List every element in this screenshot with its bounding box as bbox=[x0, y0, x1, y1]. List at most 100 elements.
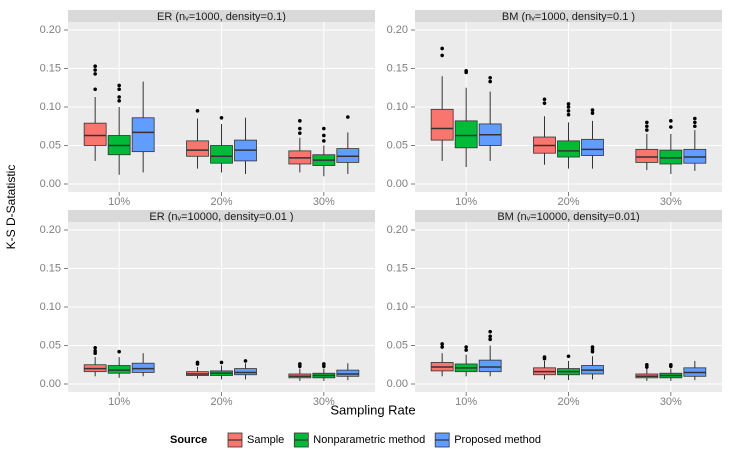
y-tick-label: 0.00 bbox=[40, 178, 61, 190]
y-tick-label: 0.20 bbox=[387, 24, 408, 36]
legend-label: Sample bbox=[247, 434, 284, 446]
outlier bbox=[93, 64, 97, 68]
outlier bbox=[195, 360, 200, 365]
outlier bbox=[645, 124, 649, 129]
outlier bbox=[464, 69, 468, 73]
y-tick-label: 0.05 bbox=[387, 139, 408, 151]
outlier bbox=[298, 131, 302, 135]
outlier bbox=[693, 124, 697, 129]
y-tick-label: 0.00 bbox=[387, 178, 408, 190]
x-tick-label: 10% bbox=[455, 196, 477, 208]
outlier bbox=[440, 345, 444, 349]
x-tick-label: 30% bbox=[660, 396, 682, 408]
outlier bbox=[645, 120, 649, 125]
outlier bbox=[93, 68, 97, 72]
outlier bbox=[488, 79, 492, 84]
outlier bbox=[219, 115, 224, 120]
box bbox=[336, 148, 360, 163]
outlier bbox=[566, 102, 571, 106]
outlier bbox=[464, 345, 468, 349]
panel-title: BM (nᵥ=10000, density=0.01) bbox=[497, 211, 639, 223]
outlier bbox=[566, 105, 571, 109]
y-tick-label: 0.10 bbox=[40, 101, 61, 113]
outlier bbox=[590, 108, 595, 112]
box bbox=[131, 117, 155, 153]
outlier bbox=[488, 334, 492, 339]
box bbox=[430, 108, 454, 141]
panel-title: BM (nᵥ=1000, density=0.1 ) bbox=[502, 11, 635, 23]
y-tick-label: 0.15 bbox=[40, 62, 61, 74]
outlier bbox=[488, 337, 492, 342]
x-tick-label: 10% bbox=[108, 396, 130, 408]
y-tick-label: 0.20 bbox=[40, 224, 61, 236]
x-tick-label: 20% bbox=[210, 396, 232, 408]
x-tick-label: 20% bbox=[210, 196, 232, 208]
outlier bbox=[542, 101, 547, 105]
outlier bbox=[322, 139, 326, 143]
box bbox=[659, 149, 683, 165]
box bbox=[210, 145, 233, 164]
box bbox=[635, 148, 659, 163]
outlier bbox=[117, 87, 121, 92]
panel-title: ER (nᵥ=1000, density=0.1) bbox=[157, 11, 286, 23]
outlier bbox=[542, 97, 547, 102]
outlier bbox=[298, 126, 302, 131]
y-tick-label: 0.15 bbox=[387, 62, 408, 74]
box bbox=[454, 120, 478, 149]
x-tick-label: 10% bbox=[455, 396, 477, 408]
x-tick-label: 30% bbox=[313, 196, 335, 208]
box bbox=[186, 140, 209, 157]
outlier bbox=[346, 115, 350, 119]
y-axis-label: K-S D-Satatistic bbox=[4, 165, 18, 250]
outlier bbox=[669, 362, 673, 367]
y-tick-label: 0.10 bbox=[387, 301, 408, 313]
outlier bbox=[440, 46, 444, 51]
outlier bbox=[93, 349, 97, 353]
outlier bbox=[117, 349, 121, 354]
outlier bbox=[590, 345, 595, 349]
x-tick-label: 30% bbox=[313, 396, 335, 408]
outlier bbox=[117, 83, 121, 88]
outlier bbox=[195, 109, 200, 113]
y-tick-label: 0.05 bbox=[387, 339, 408, 351]
y-tick-label: 0.20 bbox=[387, 224, 408, 236]
outlier bbox=[693, 120, 697, 125]
y-tick-label: 0.00 bbox=[40, 378, 61, 390]
outlier bbox=[117, 99, 121, 103]
box bbox=[234, 368, 257, 376]
outlier bbox=[669, 125, 673, 129]
legend-title: Source bbox=[170, 434, 207, 446]
outlier bbox=[298, 119, 302, 123]
strip bbox=[68, 10, 375, 22]
outlier bbox=[645, 362, 649, 367]
box bbox=[683, 148, 707, 164]
outlier bbox=[542, 355, 547, 359]
outlier bbox=[219, 360, 224, 365]
x-tick-label: 10% bbox=[108, 196, 130, 208]
outlier bbox=[322, 126, 326, 131]
strip bbox=[415, 210, 722, 222]
outlier bbox=[488, 75, 492, 80]
outlier bbox=[566, 354, 571, 359]
outlier bbox=[566, 112, 571, 117]
outlier bbox=[645, 128, 649, 132]
outlier bbox=[93, 72, 97, 76]
y-tick-label: 0.05 bbox=[40, 339, 61, 351]
box bbox=[83, 122, 107, 146]
legend-label: Proposed method bbox=[454, 434, 541, 446]
outlier bbox=[440, 342, 444, 346]
box bbox=[581, 138, 604, 156]
outlier bbox=[590, 111, 595, 115]
strip bbox=[68, 210, 375, 222]
outlier bbox=[464, 348, 468, 352]
strip bbox=[415, 10, 722, 22]
y-tick-label: 0.05 bbox=[40, 139, 61, 151]
outlier bbox=[488, 329, 492, 334]
x-tick-label: 20% bbox=[557, 196, 579, 208]
panel-title: ER (nᵥ=10000, density=0.01 ) bbox=[149, 211, 293, 223]
outlier bbox=[693, 116, 697, 121]
box bbox=[557, 140, 580, 158]
outlier bbox=[669, 119, 673, 123]
box bbox=[478, 359, 502, 373]
